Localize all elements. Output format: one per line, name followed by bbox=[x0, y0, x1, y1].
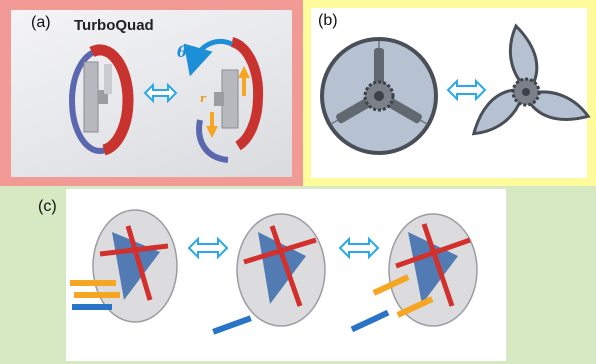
rotation-arrow-icon bbox=[183, 38, 234, 77]
panel-c-label: (c) bbox=[38, 198, 57, 215]
opened-wheel-blades-illustration bbox=[471, 23, 591, 136]
rotation-angle-label: θ bbox=[177, 43, 188, 61]
mechanism-half-open-illustration bbox=[212, 213, 326, 335]
double-arrow-icon bbox=[446, 78, 487, 102]
wheel-opened-illustration bbox=[196, 37, 264, 163]
double-arrow-icon bbox=[338, 236, 380, 260]
panel-b-label: (b) bbox=[318, 12, 338, 29]
radial-direction-label: r bbox=[200, 92, 206, 105]
panel-a-label: (a) bbox=[31, 14, 51, 31]
mechanism-closed-illustration bbox=[70, 209, 178, 323]
double-arrow-icon bbox=[143, 82, 178, 104]
panel-a-title: TurboQuad bbox=[74, 17, 154, 34]
double-arrow-icon bbox=[187, 236, 229, 260]
mechanism-open-illustration bbox=[350, 213, 478, 333]
closed-wheel-disc-illustration bbox=[320, 37, 438, 155]
wheel-closed-illustration bbox=[69, 44, 134, 156]
